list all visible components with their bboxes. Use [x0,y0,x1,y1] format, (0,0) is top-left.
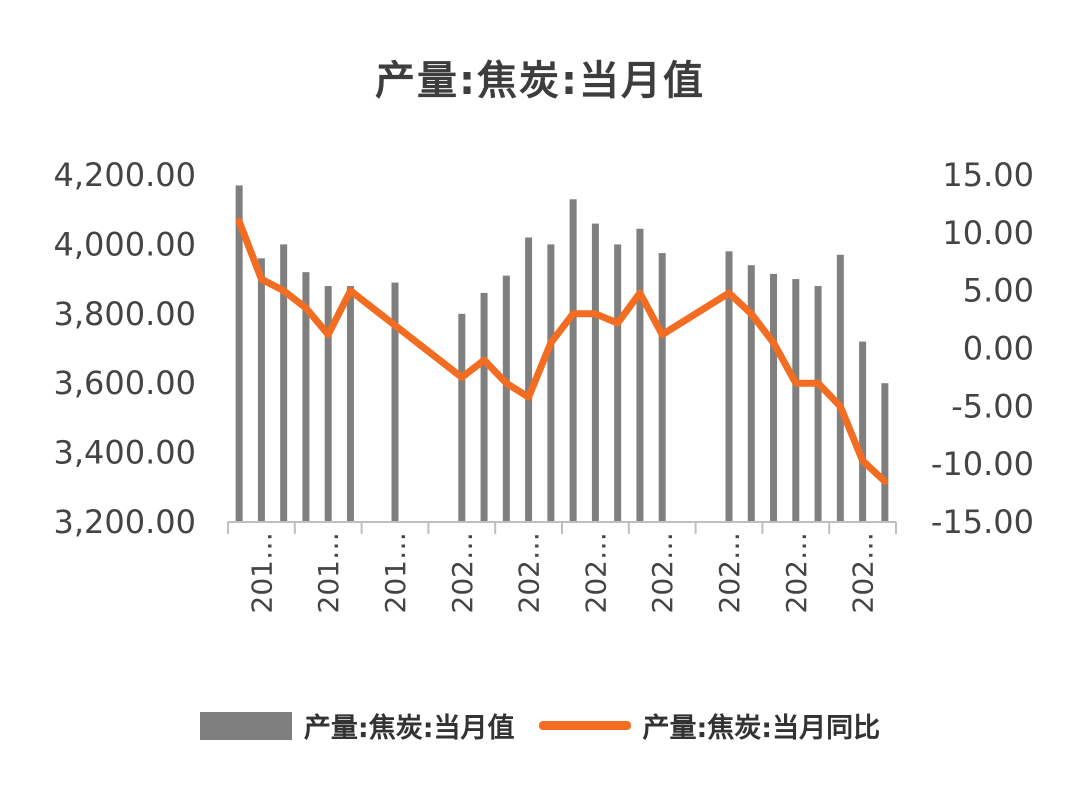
legend-swatch-bar [199,711,292,740]
x-tick-label: 202… [646,532,679,613]
bar [458,313,466,522]
x-tick-label: 202… [579,532,612,613]
bar [502,275,510,522]
x-tick-label: 202… [780,532,813,613]
chart-title: 产量:焦炭:当月值 [375,58,705,104]
bar [725,251,733,522]
bar [614,244,622,522]
y-left-tick-label: 4,000.00 [54,225,197,263]
y-left-tick-label: 3,800.00 [54,295,197,333]
bar [235,185,243,522]
bar [324,286,332,522]
bar [346,286,354,522]
x-tick-label: 202… [513,532,546,613]
y-right-tick-label: 10.00 [942,214,1034,252]
bar [391,282,399,522]
y-left-tick-label: 3,400.00 [54,434,197,472]
legend-label-line: 产量:焦炭:当月同比 [642,713,881,744]
bar [569,199,577,523]
bar [859,341,867,522]
legend: 产量:焦炭:当月值 产量:焦炭:当月同比 [0,706,1080,745]
legend-item-line: 产量:焦炭:当月同比 [538,706,881,745]
x-tick-label: 202… [847,532,880,613]
bar [836,254,844,522]
y-left-tick-label: 3,600.00 [54,364,197,402]
legend-label-bar: 产量:焦炭:当月值 [303,713,515,744]
bar [747,265,755,522]
bar [792,279,800,522]
bar [881,383,889,522]
line-series [235,217,889,485]
x-tick-label: 201… [245,532,278,613]
y-left-tick-label: 4,200.00 [54,156,197,194]
bar [525,237,533,522]
bar [770,273,778,522]
y-left-tick-label: 3,200.00 [54,503,197,541]
bar [636,228,644,522]
bar [658,253,666,522]
bar [547,244,555,522]
y-right-tick-label: 5.00 [963,272,1034,310]
bar [591,223,599,522]
bar [814,286,822,522]
x-tick-label: 201… [312,532,345,613]
y-right-tick-label: -15.00 [931,503,1034,541]
bar [280,244,288,522]
legend-swatch-line [538,721,631,730]
y-right-tick-label: 15.00 [942,156,1034,194]
bar [302,272,310,522]
bar [257,258,265,522]
x-tick-label: 201… [379,532,412,613]
y-right-tick-label: 0.00 [963,330,1034,368]
bar [480,292,488,522]
legend-item-bar: 产量:焦炭:当月值 [199,706,515,745]
y-right-tick-label: -5.00 [951,387,1034,425]
x-tick-label: 202… [713,532,746,613]
x-tick-label: 202… [446,532,479,613]
y-right-tick-label: -10.00 [931,445,1034,483]
